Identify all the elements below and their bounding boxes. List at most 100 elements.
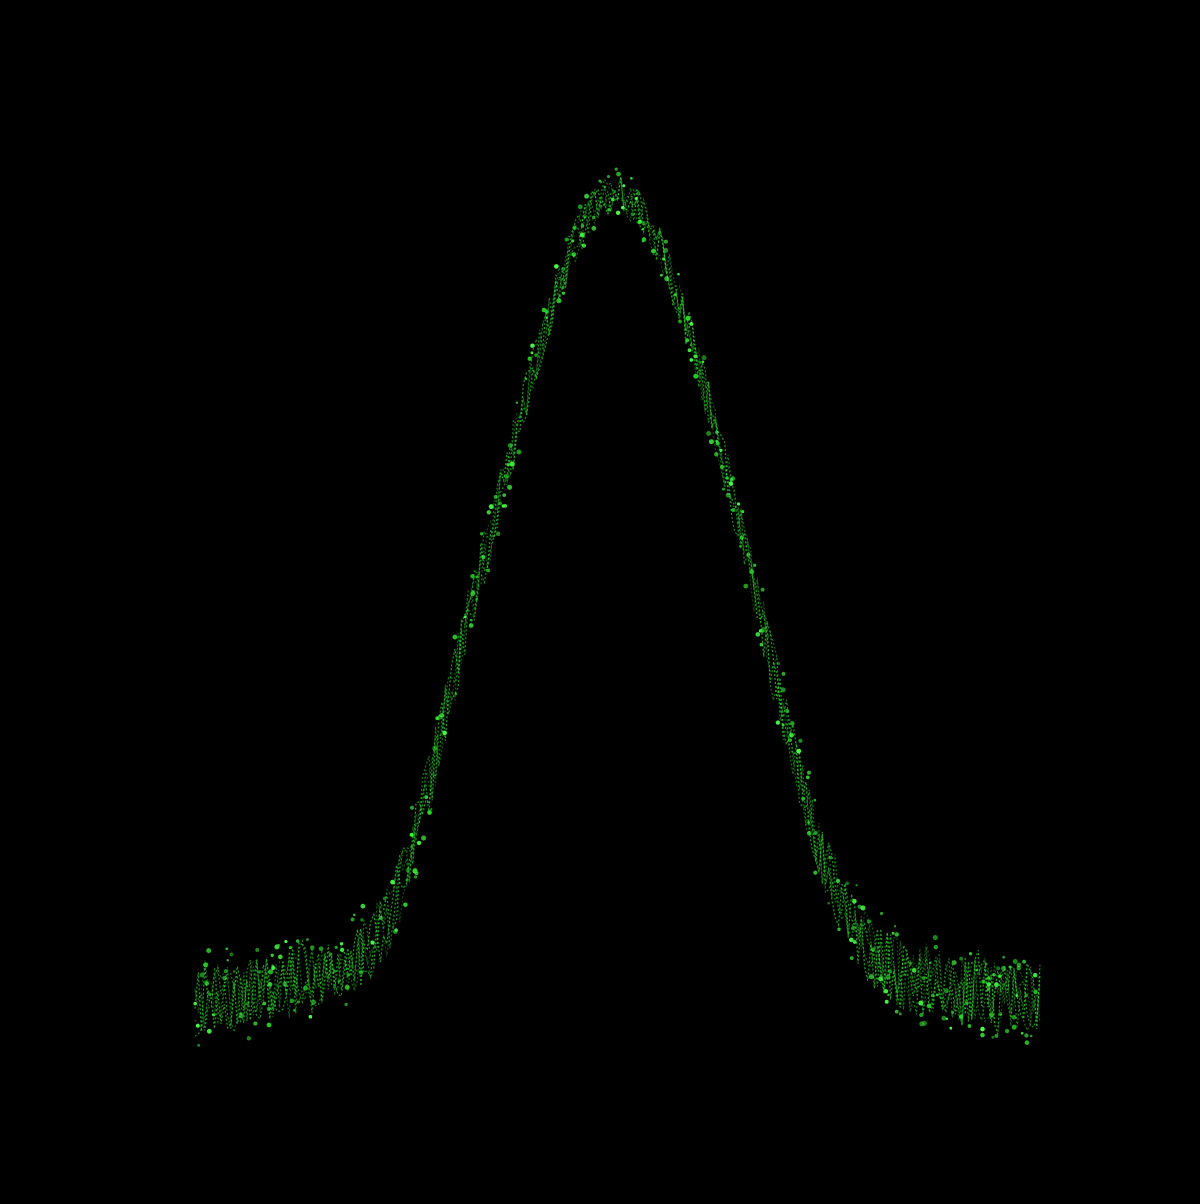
- data-point: [828, 855, 833, 860]
- data-point: [991, 1035, 995, 1039]
- data-point: [266, 1022, 272, 1028]
- data-point: [996, 966, 1001, 971]
- data-point: [328, 952, 333, 957]
- data-point: [413, 868, 418, 873]
- data-point: [884, 999, 889, 1004]
- data-point: [606, 174, 611, 179]
- data-point: [693, 354, 698, 359]
- series-line-4: [194, 176, 1041, 1037]
- data-point: [806, 830, 812, 836]
- data-point: [1033, 989, 1038, 995]
- data-point: [714, 452, 719, 457]
- data-point: [394, 928, 398, 932]
- data-point: [1016, 966, 1021, 971]
- data-point: [403, 902, 408, 907]
- series-line-2: [194, 185, 1041, 1033]
- data-point: [664, 276, 670, 282]
- data-point: [796, 748, 802, 754]
- data-point: [746, 552, 751, 557]
- data-point: [246, 1036, 251, 1041]
- data-point: [878, 976, 884, 982]
- data-point: [270, 953, 274, 957]
- data-point: [481, 555, 486, 560]
- data-point: [480, 532, 484, 536]
- data-point: [911, 967, 917, 973]
- data-point: [340, 947, 345, 953]
- data-point: [698, 360, 702, 364]
- data-point: [725, 492, 731, 498]
- data-point: [760, 629, 764, 633]
- data-point: [515, 401, 519, 404]
- data-point: [255, 947, 260, 953]
- data-point: [360, 918, 364, 922]
- data-point: [701, 360, 705, 364]
- data-point: [284, 939, 288, 944]
- data-point: [469, 618, 473, 622]
- data-point: [719, 464, 725, 469]
- data-point: [296, 1000, 301, 1004]
- data-point: [1004, 1028, 1010, 1034]
- series-line-1: [194, 175, 1041, 1030]
- data-point: [238, 1012, 244, 1018]
- data-point: [989, 1012, 995, 1018]
- data-point: [813, 870, 818, 875]
- data-point: [641, 221, 646, 226]
- data-point: [636, 191, 641, 196]
- data-point: [958, 1014, 964, 1019]
- data-point: [736, 502, 741, 506]
- data-point: [919, 1012, 924, 1018]
- data-point: [851, 925, 856, 931]
- data-point: [883, 989, 889, 994]
- data-point: [583, 216, 587, 219]
- data-point: [943, 988, 949, 994]
- data-point: [887, 993, 890, 997]
- data-point: [663, 239, 668, 244]
- data-point: [266, 1006, 271, 1012]
- data-point: [1024, 993, 1029, 997]
- data-point: [614, 167, 618, 171]
- data-point: [888, 969, 893, 974]
- data-point: [721, 487, 725, 491]
- data-point: [332, 969, 337, 973]
- data-point: [206, 948, 212, 954]
- data-point: [509, 461, 515, 467]
- data-point: [592, 215, 596, 220]
- data-point: [952, 960, 957, 965]
- data-point: [1015, 994, 1019, 997]
- data-point: [689, 358, 694, 362]
- data-point: [921, 976, 926, 980]
- data-point: [413, 875, 418, 879]
- data-point: [246, 1001, 250, 1006]
- data-point: [805, 775, 810, 780]
- data-point: [749, 569, 755, 575]
- data-point: [424, 795, 429, 800]
- data-point: [289, 998, 295, 1004]
- data-point: [729, 478, 734, 482]
- data-point: [277, 943, 281, 947]
- data-point: [798, 738, 803, 743]
- data-point: [577, 204, 583, 210]
- data-point: [928, 961, 932, 965]
- data-point: [813, 798, 817, 802]
- data-point: [984, 962, 988, 966]
- data-point: [852, 940, 857, 944]
- data-point: [561, 285, 565, 289]
- data-point: [807, 821, 810, 824]
- data-point: [229, 952, 234, 957]
- data-point: [334, 945, 338, 950]
- data-point: [807, 770, 811, 775]
- data-point: [706, 431, 712, 436]
- data-point: [827, 901, 831, 905]
- data-point: [781, 671, 786, 676]
- data-point: [615, 210, 621, 215]
- data-point: [987, 976, 991, 980]
- data-point: [715, 439, 719, 443]
- data-point: [932, 934, 938, 941]
- data-point: [504, 473, 510, 479]
- data-point: [752, 563, 757, 568]
- data-point: [305, 938, 309, 941]
- data-point: [898, 1012, 902, 1016]
- data-point: [852, 898, 857, 904]
- data-point: [660, 273, 663, 277]
- data-point: [1022, 959, 1026, 964]
